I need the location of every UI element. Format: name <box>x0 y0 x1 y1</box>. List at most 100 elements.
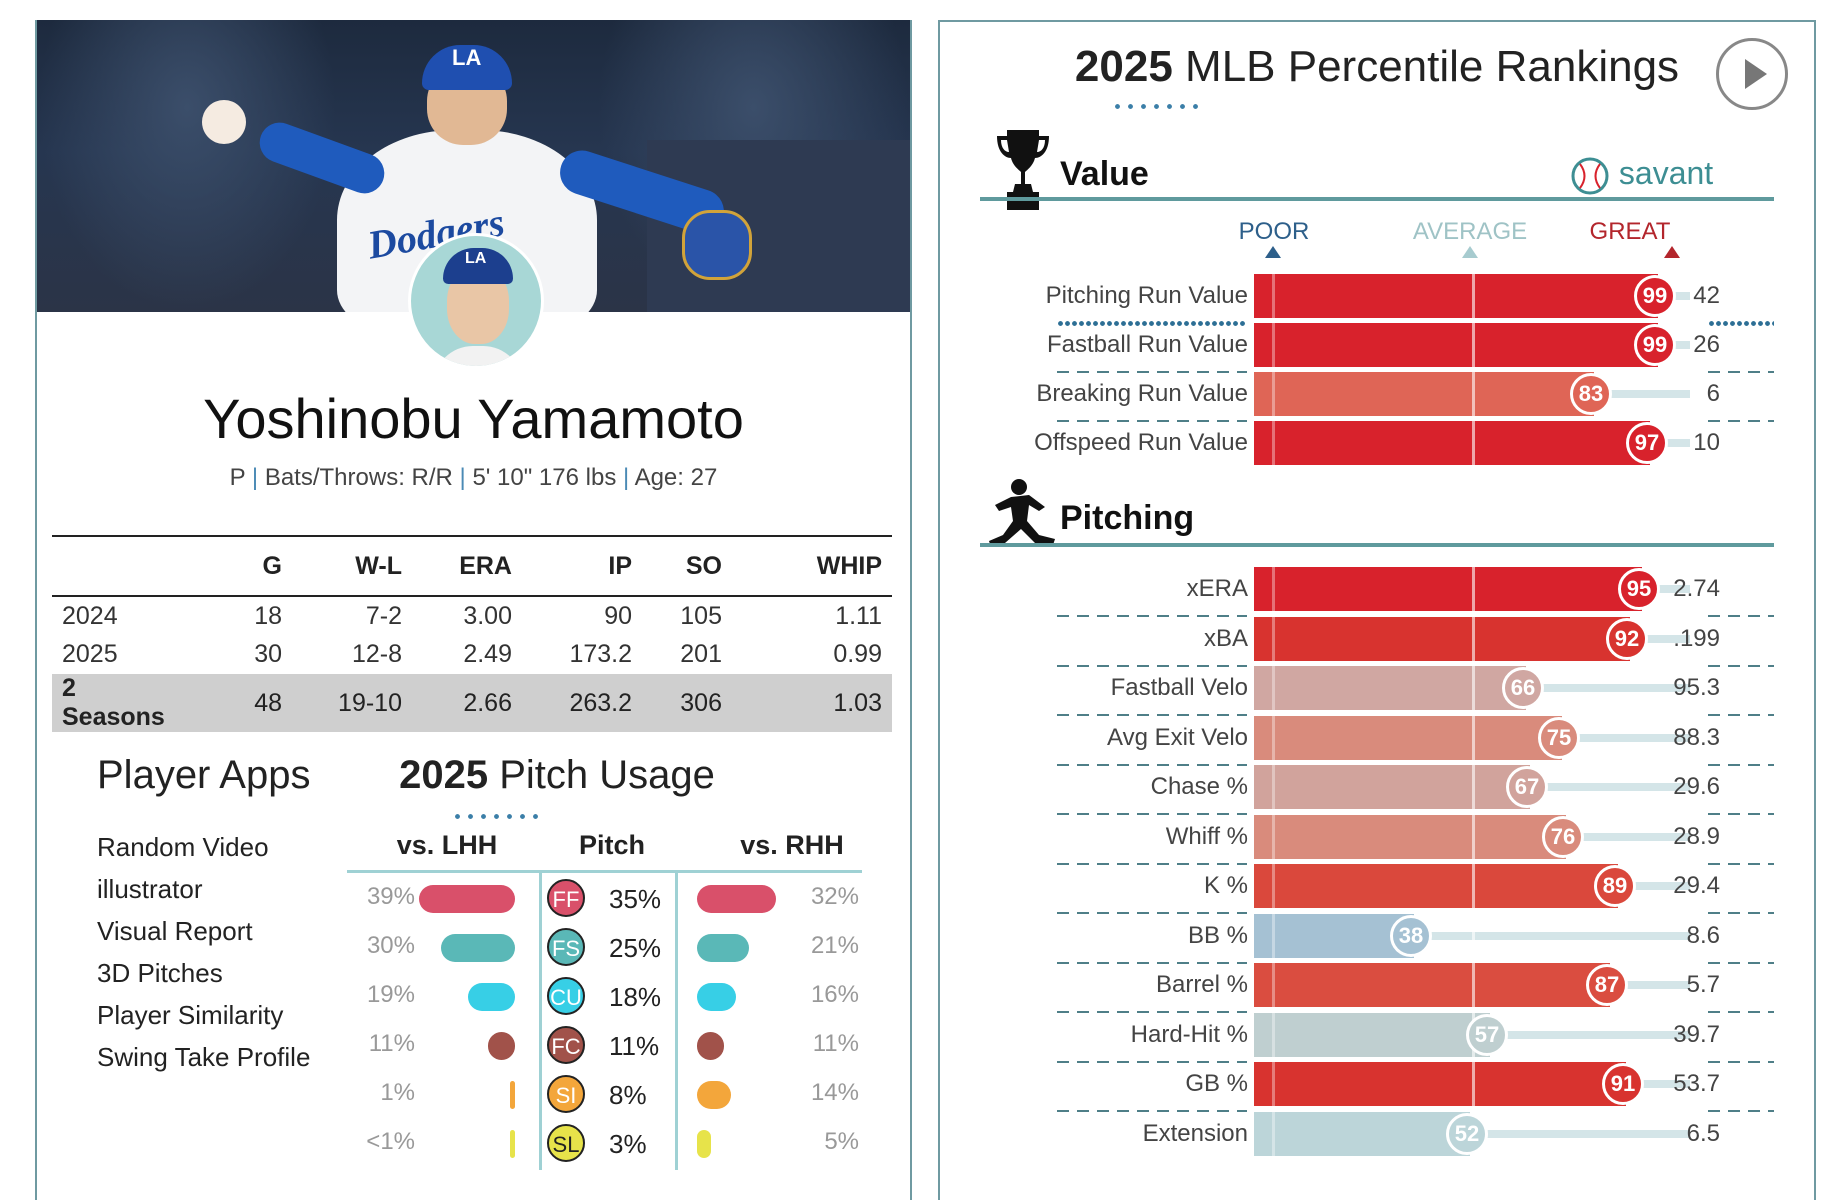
percentile-badge: 83 <box>1570 373 1612 415</box>
poor-line <box>1272 1013 1275 1057</box>
row-separator <box>1708 420 1774 422</box>
rankings-title: 2025 MLB Percentile Rankings <box>940 42 1814 92</box>
row-separator-highlight <box>1057 321 1247 326</box>
pitch-usage-pct: 8% <box>609 1080 647 1110</box>
metric-label: Chase % <box>1150 773 1248 800</box>
pitch-usage-pct: 18% <box>609 982 662 1012</box>
headshot-jersey <box>433 346 523 366</box>
metric-label: xERA <box>1186 575 1248 602</box>
app-link-swing-take-profile[interactable]: Swing Take Profile <box>97 1042 311 1072</box>
pitch-lhh-bar <box>468 983 515 1011</box>
metric-value: 29.4 <box>1673 872 1720 899</box>
stats-cell: 306 <box>642 674 732 732</box>
bio-position: P <box>229 464 246 491</box>
rankings-year: 2025 <box>1074 42 1173 91</box>
pitch-rhh-pct: 14% <box>810 1079 859 1106</box>
play-button[interactable] <box>1716 38 1788 110</box>
stats-cell: 18 <box>254 601 282 630</box>
percentile-badge: 95 <box>1618 568 1660 610</box>
pitch-lhh-pct: 30% <box>366 932 415 959</box>
col-header-lhh: vs. LHH <box>396 830 498 860</box>
metric-label: Avg Exit Velo <box>1107 724 1248 751</box>
player-headshot: LA <box>408 233 544 369</box>
section-line-pitching <box>980 543 1774 547</box>
player-card: LA Dodgers LA Yoshinobu Yamamoto P | Bat… <box>35 20 912 1200</box>
scale-poor: POOR <box>1238 218 1310 245</box>
poor-line <box>1272 617 1275 661</box>
stats-header: W-L <box>292 535 412 597</box>
poor-line <box>1272 323 1275 367</box>
stats-cell: 0.99 <box>833 640 882 668</box>
metric-value: 6.5 <box>1686 1120 1720 1147</box>
pitch-lhh-pct: 11% <box>368 1030 415 1057</box>
stats-cell: 2.49 <box>463 640 512 668</box>
metric-bar <box>1254 1013 1490 1057</box>
player-apps-title: Player Apps <box>97 753 311 797</box>
rankings-title-text: MLB Percentile Rankings <box>1185 42 1680 91</box>
pitch-rhh-bar <box>697 1130 711 1158</box>
metric-value: .199 <box>1673 625 1720 652</box>
poor-line <box>1272 914 1275 958</box>
col-header-rhh: vs. RHH <box>740 830 844 860</box>
average-line <box>1472 617 1475 661</box>
pitch-lhh-pct: 39% <box>366 883 415 910</box>
metric-label: xBA <box>1203 625 1248 652</box>
poor-line <box>1272 372 1275 416</box>
metric-bar <box>1254 815 1566 859</box>
percentile-badge: 57 <box>1466 1014 1508 1056</box>
stats-row: 2025 30 12-8 2.49 173.2 201 0.99 <box>52 635 892 674</box>
average-line <box>1472 1062 1475 1106</box>
metric-value: 10 <box>1693 429 1720 456</box>
row-separator <box>1708 863 1774 865</box>
stats-header-row: G W-L ERA IP SO WHIP <box>52 535 892 597</box>
pitch-usage-pct: 35% <box>609 884 662 914</box>
pitch-rhh-bar <box>697 1081 731 1109</box>
stats-header: IP <box>522 535 642 597</box>
bio-separator: | <box>251 464 265 491</box>
row-separator <box>1708 665 1774 667</box>
metric-bar <box>1254 421 1650 465</box>
app-link-visual-report[interactable]: Visual Report <box>97 916 253 946</box>
average-line <box>1472 421 1475 465</box>
row-separator <box>1057 1110 1247 1112</box>
metric-bar <box>1254 274 1658 318</box>
pitch-type-badge: FS <box>547 928 585 966</box>
poor-line <box>1272 567 1275 611</box>
pitch-type-badge: SI <box>547 1075 585 1113</box>
bio-age: Age: 27 <box>634 464 718 491</box>
pitch-usage-pct: 25% <box>609 933 662 963</box>
metric-value: 26 <box>1693 331 1720 358</box>
player-bio: P | Bats/Throws: R/R | 5' 10" 176 lbs | … <box>37 464 910 492</box>
metric-value: 39.7 <box>1673 1021 1720 1048</box>
poor-line <box>1272 963 1275 1007</box>
row-separator <box>1057 764 1247 766</box>
row-separator <box>1057 1011 1247 1013</box>
pitch-rhh-pct: 5% <box>824 1128 859 1155</box>
percentile-badge: 66 <box>1502 667 1544 709</box>
row-separator <box>1708 1110 1774 1112</box>
metric-value: 88.3 <box>1673 724 1720 751</box>
poor-line <box>1272 815 1275 859</box>
pitch-rhh-bar <box>697 885 776 913</box>
row-separator-highlight <box>1708 321 1774 326</box>
pitch-usage-header-line <box>347 870 862 873</box>
stats-header: G <box>192 535 292 597</box>
metric-bar <box>1254 1062 1626 1106</box>
app-link-player-similarity[interactable]: Player Similarity <box>97 1000 284 1030</box>
scale-great: GREAT <box>1589 218 1671 245</box>
metric-bar <box>1254 963 1610 1007</box>
row-separator <box>1708 714 1774 716</box>
row-separator <box>1057 714 1247 716</box>
app-link-3d-pitches[interactable]: 3D Pitches <box>97 958 223 988</box>
stats-header: ERA <box>412 535 522 597</box>
app-link-random-video[interactable]: Random Video <box>97 832 269 862</box>
pitch-type-badge: SL <box>547 1124 585 1162</box>
poor-line <box>1272 1112 1275 1156</box>
metric-label: Offspeed Run Value <box>1034 429 1248 456</box>
app-link-illustrator[interactable]: illustrator <box>97 874 203 904</box>
average-marker-icon <box>1462 246 1478 258</box>
glove <box>682 210 752 280</box>
metric-bar <box>1254 666 1526 710</box>
title-underline-dots <box>451 814 541 819</box>
metric-label: Fastball Velo <box>1110 674 1248 701</box>
